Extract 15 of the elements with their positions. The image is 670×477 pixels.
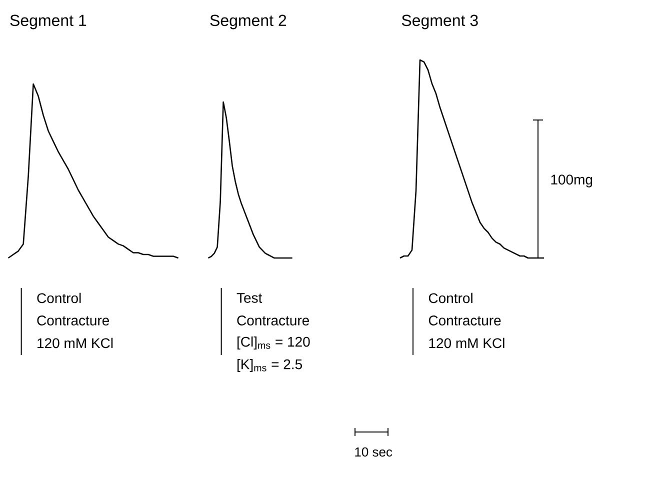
chart-title: Segment 3 xyxy=(402,14,478,30)
chart-title: Segment 1 xyxy=(10,14,86,30)
text: Control xyxy=(37,292,81,304)
text: Contracture xyxy=(37,316,110,326)
text: [K]$_{ms}$ = 2.5 xyxy=(238,358,302,372)
chart-title: Segment 2 xyxy=(210,14,286,30)
text: 120 mM KCl xyxy=(429,338,504,348)
text: Test xyxy=(236,293,262,303)
text: Contracture xyxy=(237,316,310,326)
text: [Cl]$_{ms}$ = 120 xyxy=(238,336,310,350)
text: 10 sec xyxy=(355,447,392,457)
text: 120 mM KCl xyxy=(38,338,113,348)
text: Contracture xyxy=(428,316,501,326)
text: Control xyxy=(428,292,472,304)
text: 100mg xyxy=(551,174,592,188)
